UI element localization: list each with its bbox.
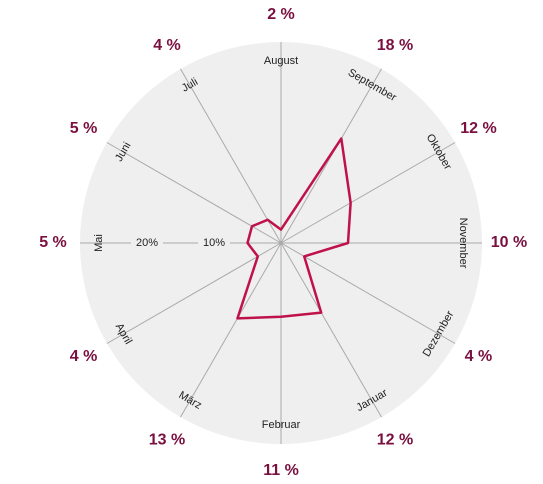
- spoke: [180, 242, 282, 418]
- tick-label-bg: [131, 236, 163, 250]
- value-label: 4 %: [153, 37, 181, 54]
- category-label: November: [457, 218, 469, 269]
- value-label: 12 %: [377, 432, 413, 449]
- category-label: August: [264, 55, 298, 67]
- spoke: [280, 242, 382, 418]
- value-label: 4 %: [70, 348, 98, 365]
- spoke: [106, 242, 282, 344]
- r-tick-label: 10%: [203, 237, 225, 249]
- category-label: Februar: [262, 419, 301, 431]
- value-label: 13 %: [149, 432, 185, 449]
- value-label: 2 %: [267, 6, 295, 23]
- value-label: 18 %: [377, 37, 413, 54]
- tick-label-bg: [198, 236, 230, 250]
- value-label: 12 %: [460, 120, 496, 137]
- value-label: 4 %: [465, 348, 493, 365]
- category-label: Mai: [93, 234, 105, 252]
- value-label: 10 %: [491, 234, 527, 251]
- value-label: 5 %: [39, 234, 67, 251]
- value-label: 11 %: [263, 462, 299, 479]
- spoke: [280, 242, 456, 344]
- radar-line: [236, 137, 352, 320]
- r-tick-label: 20%: [136, 237, 158, 249]
- spoke: [280, 142, 456, 244]
- value-label: 5 %: [70, 120, 98, 137]
- spoke: [180, 68, 282, 244]
